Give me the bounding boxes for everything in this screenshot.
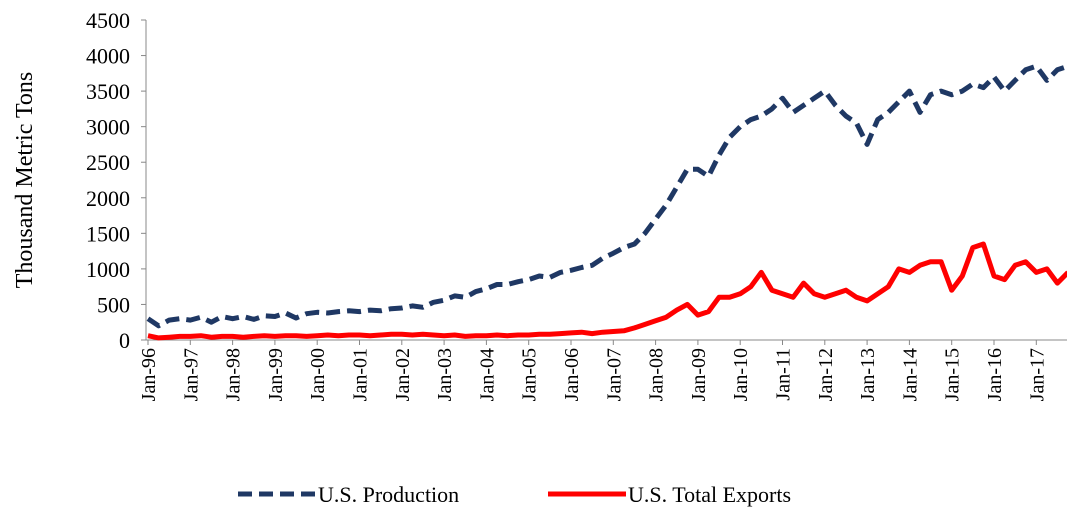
x-tick-label: Jan-15 [942, 348, 964, 401]
x-tick-label: Jan-10 [730, 348, 752, 401]
x-tick-label: Jan-03 [434, 348, 456, 401]
y-tick-label: 2500 [86, 150, 130, 175]
x-tick-label: Jan-96 [138, 348, 160, 401]
x-tick-label: Jan-97 [180, 348, 202, 401]
x-tick-label: Jan-07 [603, 348, 625, 401]
x-tick-label: Jan-12 [815, 348, 837, 401]
series-line [146, 63, 1067, 329]
y-tick-label: 3500 [86, 79, 130, 104]
x-tick-label: Jan-13 [857, 348, 879, 401]
x-tick-label: Jan-01 [350, 348, 372, 401]
x-tick-label: Jan-16 [984, 348, 1006, 401]
y-tick-label: 4500 [86, 8, 130, 33]
x-tick-label: Jan-08 [646, 348, 668, 401]
x-tick-label: Jan-02 [392, 348, 414, 401]
x-tick-label: Jan-09 [688, 348, 710, 401]
y-tick-label: 0 [119, 328, 130, 353]
x-tick-label: Jan-00 [307, 348, 329, 401]
y-tick-label: 2000 [86, 186, 130, 211]
legend-label: U.S. Production [318, 482, 459, 507]
y-tick-label: 4000 [86, 44, 130, 69]
x-tick-label: Jan-04 [476, 348, 498, 401]
y-tick-label: 1000 [86, 257, 130, 282]
x-tick-label: Jan-99 [265, 348, 287, 401]
x-tick-label: Jan-05 [519, 348, 541, 401]
x-tick-label: Jan-11 [773, 348, 795, 401]
x-tick-label: Jan-06 [561, 348, 583, 401]
y-tick-label: 500 [97, 292, 130, 317]
x-tick-label: Jan-14 [899, 348, 921, 401]
series-line [147, 241, 1067, 341]
legend-label: U.S. Total Exports [628, 482, 791, 507]
y-tick-label: 3000 [86, 115, 130, 140]
y-axis-title: Thousand Metric Tons [12, 72, 38, 289]
y-tick-label: 1500 [86, 221, 130, 246]
x-tick-label: Jan-17 [1026, 348, 1048, 401]
x-tick-label: Jan-98 [223, 348, 245, 401]
